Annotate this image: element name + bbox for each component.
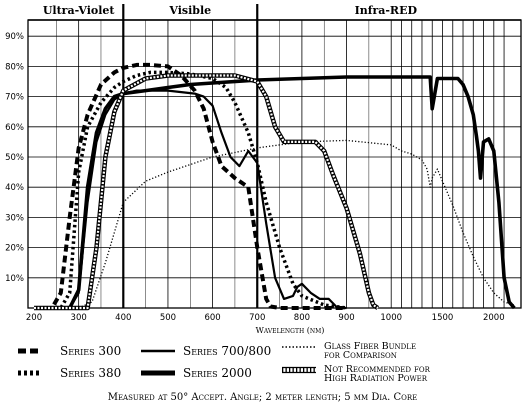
legend-swatch-series-2000 xyxy=(141,368,179,378)
region-label: Infra-RED xyxy=(355,4,418,17)
region-labels: Ultra-Violet Visible Infra-RED xyxy=(43,4,418,17)
legend-item-series-700-800: Series 700/800 xyxy=(141,344,272,358)
series-lines xyxy=(34,62,516,311)
series-line-series-300 xyxy=(34,62,347,310)
x-tick-label: 800 xyxy=(294,313,310,323)
x-tick-label: 600 xyxy=(204,313,220,323)
legend-label-glass-fiber: Glass Fiber Bundle for Comparison xyxy=(324,341,417,361)
legend-swatch-series-300 xyxy=(18,346,56,356)
legend-label-not-recommended: Not Recommended for High Radiation Power xyxy=(324,364,430,384)
x-tick-label: 700 xyxy=(249,313,265,323)
legend-item-not-recommended: Not Recommended for High Radiation Power xyxy=(282,365,430,383)
legend-swatch-series-380 xyxy=(18,368,56,378)
legend-item-series-380: Series 380 xyxy=(18,366,122,380)
x-tick-label: 300 xyxy=(71,313,87,323)
region-label: Visible xyxy=(168,4,211,17)
legend-label-series-300: Series 300 xyxy=(60,344,122,358)
legend-item-glass-fiber: Glass Fiber Bundle for Comparison xyxy=(282,342,416,360)
y-tick-label: 10% xyxy=(5,274,24,284)
legend-swatch-series-700-800 xyxy=(141,346,179,356)
y-tick-label: 90% xyxy=(5,32,24,42)
measurement-note: Measured at 50° Accept. Angle; 2 meter l… xyxy=(107,392,418,403)
x-tick-label: 2000 xyxy=(483,313,505,323)
legend: Series 300 Series 380 Series 700/800 Ser… xyxy=(0,338,525,407)
y-tick-label: 60% xyxy=(5,123,24,133)
legend-swatch-glass-fiber xyxy=(282,342,320,352)
legend-label-not-recommended-line1: Not Recommended for xyxy=(324,364,430,375)
legend-label-glass-fiber-line1: Glass Fiber Bundle xyxy=(324,341,417,352)
y-tick-label: 20% xyxy=(5,244,24,254)
y-tick-label: 30% xyxy=(5,213,24,223)
y-tick-label: 70% xyxy=(5,93,24,103)
grid xyxy=(27,4,522,309)
x-axis-title: Wavelength (nm) xyxy=(256,326,325,335)
series-line-not-recommended-for-high-radiation-power-inner xyxy=(34,74,379,310)
x-tick-label: 900 xyxy=(338,313,354,323)
x-tick-label: 200 xyxy=(26,313,42,323)
legend-item-series-2000: Series 2000 xyxy=(141,366,252,380)
series-line-glass-fiber-bundle-for-comparison xyxy=(34,139,515,309)
legend-label-series-700-800: Series 700/800 xyxy=(183,344,272,358)
y-tick-label: 80% xyxy=(5,62,24,72)
spectral-transmission-chart: Ultra-Violet Visible Infra-RED 10% 20% 30% 40… xyxy=(5,4,522,335)
legend-label-series-380: Series 380 xyxy=(60,366,122,380)
y-axis-ticks: 10% 20% 30% 40% 50% 60% 70% 80% 90% xyxy=(5,32,24,284)
region-label: Ultra-Violet xyxy=(43,4,116,17)
legend-label-series-2000: Series 2000 xyxy=(183,366,252,380)
x-tick-label: 500 xyxy=(160,313,176,323)
y-tick-label: 40% xyxy=(5,183,24,193)
legend-label-glass-fiber-line2: for Comparison xyxy=(324,350,397,361)
plot-frame xyxy=(27,19,522,309)
series-line-series-2000 xyxy=(34,75,516,310)
x-axis-ticks: 200 300 400 500 600 700 800 900 1000 1500 2000 xyxy=(26,313,505,323)
legend-label-not-recommended-line2: High Radiation Power xyxy=(324,373,428,384)
legend-swatch-not-recommended xyxy=(282,365,320,375)
x-tick-label: 1500 xyxy=(432,313,454,323)
series-line-series-700-800 xyxy=(34,89,347,310)
x-tick-label: 400 xyxy=(115,313,131,323)
legend-item-series-300: Series 300 xyxy=(18,344,122,358)
y-tick-label: 50% xyxy=(5,153,24,163)
x-tick-label: 1000 xyxy=(380,313,402,323)
